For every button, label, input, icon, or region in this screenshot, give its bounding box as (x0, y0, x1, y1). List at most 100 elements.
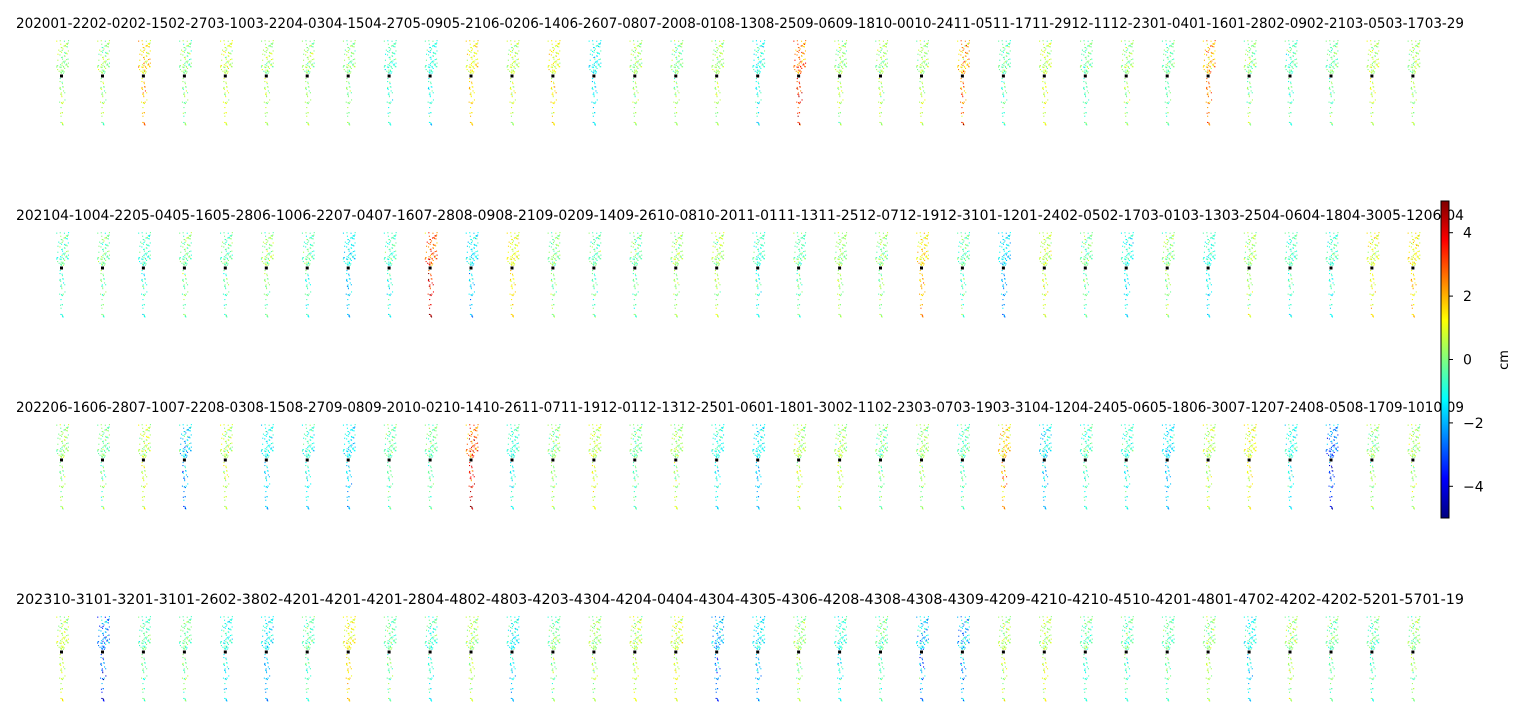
pixel-point (1087, 71, 1089, 73)
pixel-point (1127, 69, 1129, 71)
pixel-point (1411, 107, 1413, 109)
pixel-point (103, 278, 105, 280)
pixel-point (473, 232, 475, 234)
pixel-point (595, 263, 597, 265)
pixel-point (430, 250, 432, 252)
pixel-point (226, 262, 228, 264)
pixel-point (64, 92, 66, 94)
pixel-point (305, 285, 307, 287)
pixel-point (1173, 40, 1175, 42)
pixel-point (103, 240, 105, 242)
pixel-point (100, 64, 102, 66)
pixel-point (226, 253, 228, 255)
pixel-point (307, 256, 309, 258)
pixel-point (998, 65, 1000, 67)
pixel-point (310, 291, 312, 293)
pixel-point (630, 65, 632, 67)
pixel-point (139, 59, 141, 61)
pixel-point (1044, 112, 1046, 114)
pixel-point (1333, 92, 1335, 94)
pixel-point (183, 264, 185, 266)
pixel-point (918, 49, 920, 51)
pixel-point (145, 45, 147, 47)
pixel-point (387, 43, 389, 45)
pixel-point (920, 121, 922, 123)
pixel-point (759, 90, 761, 92)
pixel-point (998, 69, 1000, 71)
pixel-point (353, 245, 355, 247)
pixel-point (309, 254, 311, 256)
pixel-point (758, 112, 760, 114)
pixel-point (430, 58, 432, 60)
pixel-point (801, 45, 803, 47)
pixel-point (268, 62, 270, 64)
pixel-point (307, 83, 309, 85)
pixel-point (886, 66, 888, 68)
pixel-point (965, 92, 967, 94)
pixel-point (307, 315, 309, 317)
pixel-point (391, 259, 393, 261)
pixel-point (713, 49, 715, 51)
pixel-point (392, 244, 394, 246)
pixel-point (393, 46, 395, 48)
pixel-point (593, 273, 595, 275)
panel-2020-9 (383, 40, 397, 126)
pixel-point (388, 72, 390, 74)
pixel-point (1248, 96, 1250, 98)
pixel-point (593, 294, 595, 296)
pixel-point (805, 62, 807, 64)
pixel-point (428, 81, 430, 83)
pixel-point (1371, 69, 1373, 71)
pixel-point (1169, 40, 1171, 42)
pixel-point (630, 251, 632, 253)
pixel-point (1295, 64, 1297, 66)
pixel-point (842, 60, 844, 62)
pixel-point (550, 54, 552, 56)
pixel-point (428, 93, 430, 95)
pixel-point (1255, 58, 1257, 60)
pixel-point (760, 40, 762, 42)
pixel-point (227, 232, 229, 234)
pixel-point (1050, 66, 1052, 68)
pixel-point (465, 66, 467, 68)
pixel-point (471, 64, 473, 66)
pixel-point (394, 43, 396, 45)
pixel-point (756, 112, 758, 114)
pixel-point (1207, 69, 1209, 71)
pixel-point (1126, 123, 1128, 125)
pixel-point (186, 40, 188, 42)
pixel-point (108, 250, 110, 252)
pixel-point (511, 66, 513, 68)
pixel-point (961, 92, 963, 94)
pixel-point (471, 315, 473, 317)
pixel-point (185, 65, 187, 67)
pixel-point (267, 61, 269, 63)
pixel-point (1329, 43, 1331, 45)
pixel-point (1289, 102, 1291, 104)
pixel-point (509, 262, 511, 264)
pixel-point (517, 245, 519, 247)
pixel-point (265, 72, 267, 74)
pixel-point (101, 71, 103, 73)
pixel-point (1047, 44, 1049, 46)
pixel-point (226, 257, 228, 259)
pixel-point (1171, 63, 1173, 65)
pixel-point (305, 112, 307, 114)
pixel-point (550, 70, 552, 72)
pixel-point (1083, 112, 1085, 114)
pixel-point (637, 243, 639, 245)
pixel-point (960, 50, 962, 52)
pixel-point (99, 49, 101, 51)
pixel-point (145, 55, 147, 57)
pixel-point (67, 234, 69, 236)
pixel-point (434, 59, 436, 61)
pixel-point (308, 66, 310, 68)
pixel-point (558, 43, 560, 45)
pixel-point (1206, 40, 1208, 42)
pixel-point (428, 278, 430, 280)
pixel-point (430, 103, 432, 105)
pixel-point (472, 72, 474, 74)
pixel-point (101, 88, 103, 90)
pixel-point (758, 71, 760, 73)
pixel-point (143, 256, 145, 258)
